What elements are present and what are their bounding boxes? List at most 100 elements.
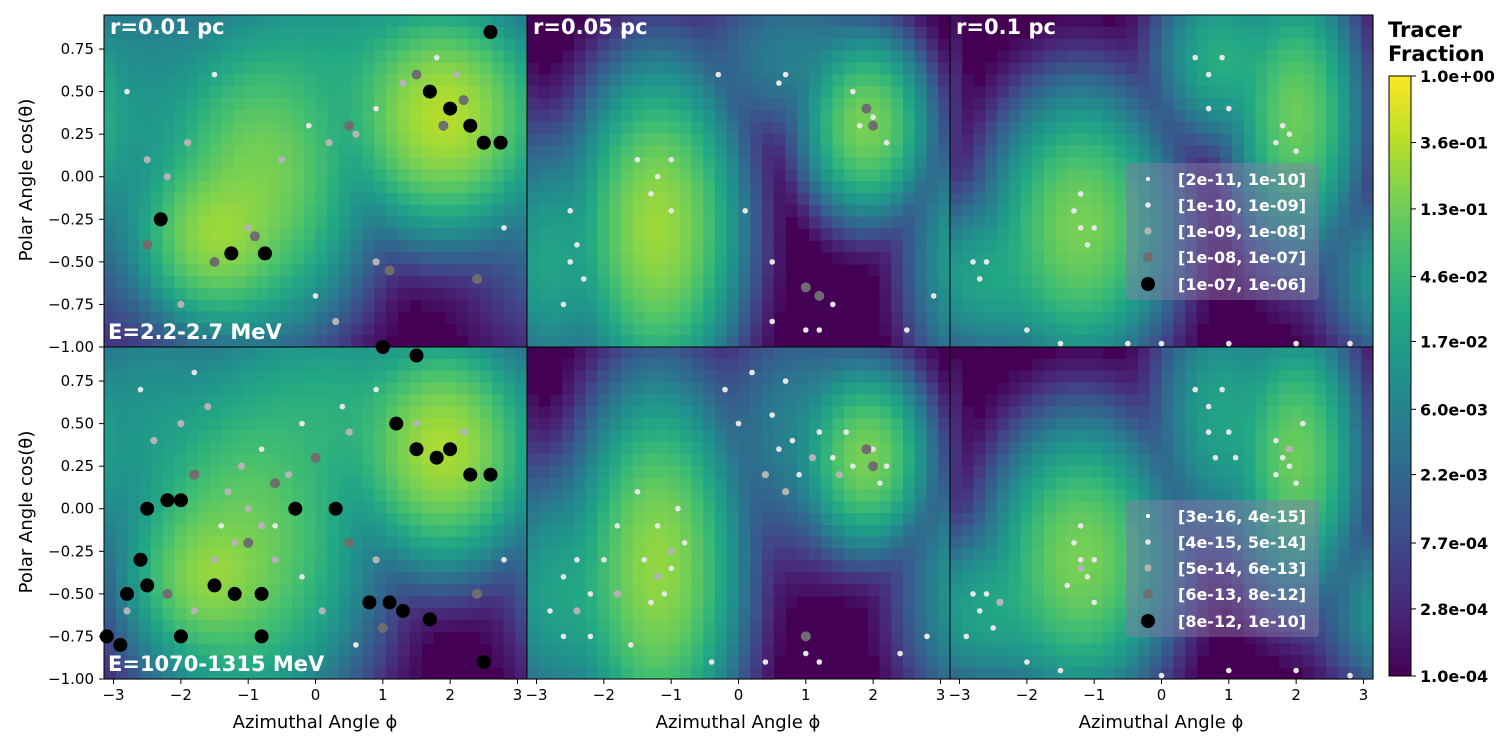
heatmap-cell [186,335,199,348]
heatmap-cell [1020,252,1033,265]
heatmap-cell [950,216,963,230]
heatmap-cell [597,501,610,514]
heatmap-cell [456,358,469,372]
heatmap-cell [656,536,669,550]
heatmap-cell [468,335,481,348]
heatmap-cell [151,335,164,348]
heatmap-cell [186,157,199,170]
heatmap-cell [127,169,140,182]
heatmap-cell [773,181,787,194]
heatmap-cell [809,347,822,360]
heatmap-cell [139,311,152,324]
heatmap-cell [691,560,704,573]
heatmap-cell [644,572,657,585]
heatmap-cell [1196,299,1210,313]
heatmap-cell [644,382,657,396]
heatmap-cell [691,347,704,360]
heatmap-cell [738,311,751,324]
heatmap-cell [773,513,787,526]
heatmap-cell [503,252,516,265]
heatmap-cell [327,121,340,135]
heatmap-cell [362,382,375,396]
heatmap-cell [1279,228,1292,241]
heatmap-cell [644,584,657,597]
scatter-point [668,565,674,572]
heatmap-cell [691,157,704,170]
heatmap-cell [1326,62,1339,75]
heatmap-cell [374,38,387,52]
heatmap-cell [809,145,822,158]
heatmap-cell [409,228,422,241]
heatmap-cell [151,596,164,609]
heatmap-cell [491,74,505,87]
heatmap-cell [397,643,411,656]
heatmap-cell [715,477,728,490]
scatter-point [244,224,252,232]
heatmap-cell [809,584,822,597]
heatmap-cell [527,264,540,277]
heatmap-cell [550,607,563,621]
heatmap-cell [856,489,869,502]
heatmap-cell [1361,62,1374,75]
scatter-point [547,608,553,614]
heatmap-cell [221,453,234,467]
heatmap-cell [773,228,787,241]
heatmap-cell [503,74,516,87]
heatmap-cell [468,453,481,467]
heatmap-cell [773,536,787,550]
heatmap-cell [268,74,281,87]
heatmap-cell [1208,252,1221,265]
heatmap-cell [750,121,763,135]
heatmap-cell [292,133,305,147]
heatmap-cell [762,347,775,360]
heatmap-cell [433,38,446,52]
heatmap-cell [973,133,986,147]
heatmap-cell [597,311,610,324]
heatmap-cell [292,335,305,348]
heatmap-cell [198,228,211,241]
heatmap-cell [444,536,458,550]
heatmap-cell [574,358,587,372]
heatmap-cell [386,453,399,467]
heatmap-cell [773,287,787,301]
heatmap-cell [421,358,434,372]
heatmap-cell [515,311,528,324]
scatter-point [332,317,340,326]
heatmap-cell [104,264,117,277]
heatmap-cell [1267,98,1280,111]
heatmap-cell [468,441,481,455]
heatmap-cell [1220,26,1233,40]
scatter-point [483,467,498,482]
heatmap-cell [550,228,563,241]
heatmap-cell [609,489,622,502]
heatmap-cell [139,655,152,668]
heatmap-cell [527,240,540,253]
heatmap-cell [350,667,364,680]
heatmap-cell [1185,74,1198,87]
heatmap-cell [1232,181,1245,194]
heatmap-cell [856,26,869,40]
scatter-point [204,403,212,411]
heatmap-cell [597,181,610,194]
heatmap-cell [867,501,881,514]
scatter-point [177,300,185,308]
heatmap-cell [221,86,234,99]
heatmap-cell [1279,299,1292,313]
heatmap-cell [527,394,540,407]
heatmap-cell [715,62,728,75]
heatmap-cell [1138,204,1151,218]
heatmap-cell [856,406,869,419]
heatmap-cell [362,489,375,502]
heatmap-cell [1208,275,1221,289]
heatmap-cell [198,465,211,479]
heatmap-cell [397,477,411,490]
heatmap-cell [433,216,446,230]
heatmap-cell [997,252,1010,265]
heatmap-cell [245,513,258,526]
heatmap-cell [503,489,516,502]
heatmap-cell [762,607,775,621]
heatmap-cell [421,548,434,562]
heatmap-cell [515,240,528,253]
heatmap-cell [1091,275,1104,289]
heatmap-cell [233,430,246,443]
